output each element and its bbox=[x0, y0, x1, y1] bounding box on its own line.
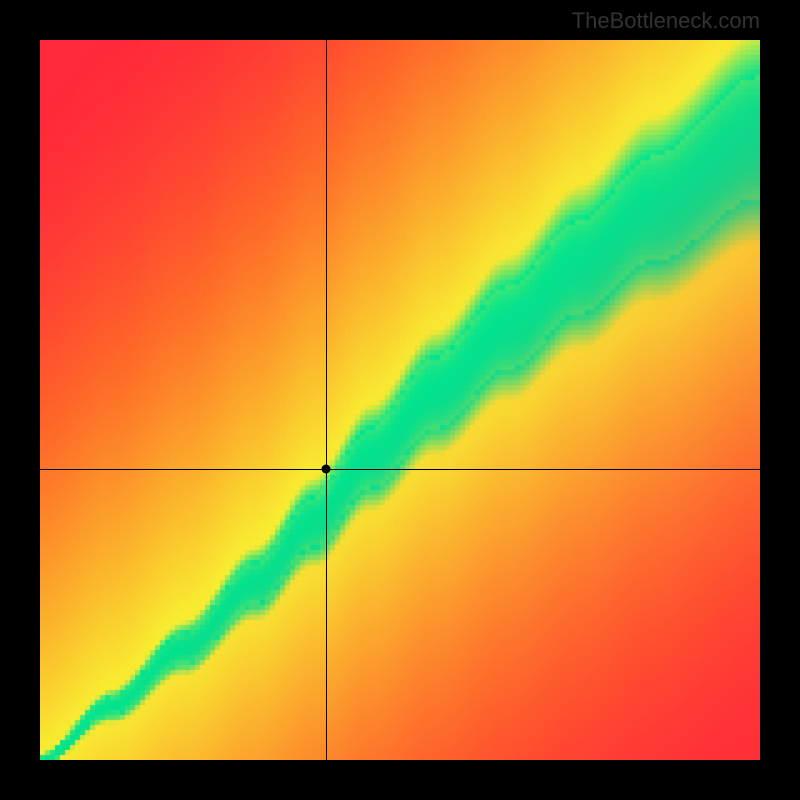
plot-area bbox=[40, 40, 760, 760]
watermark-text: TheBottleneck.com bbox=[572, 8, 760, 34]
heatmap-canvas bbox=[40, 40, 760, 760]
chart-frame: TheBottleneck.com bbox=[0, 0, 800, 800]
